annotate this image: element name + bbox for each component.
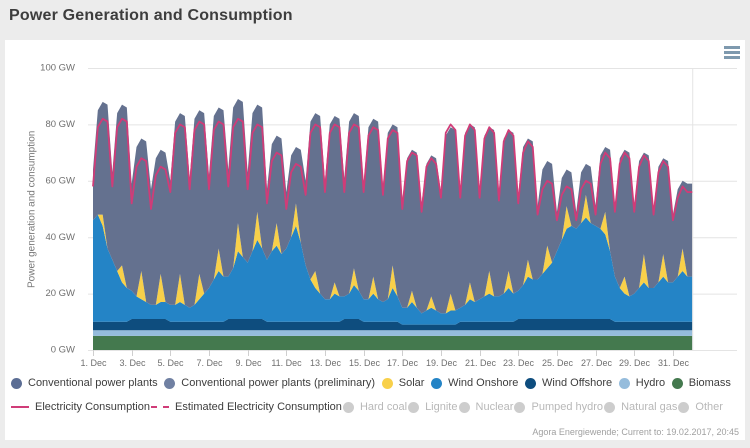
conventional-power-plants-preliminary-swatch xyxy=(164,377,176,389)
legend-row-1: Conventional power plants Conventional po… xyxy=(11,377,731,389)
wind-offshore-label: Wind Offshore xyxy=(542,377,613,389)
legend-item-wind-offshore[interactable]: Wind Offshore xyxy=(525,377,612,389)
legend-item-hydro[interactable]: Hydro xyxy=(618,377,666,389)
biomass-swatch xyxy=(671,377,683,389)
estimated-electricity-consumption-swatch xyxy=(150,406,169,408)
legend-row-2: Electricity Consumption Estimated Electri… xyxy=(11,401,723,413)
wind-onshore-label: Wind Onshore xyxy=(448,377,519,389)
power-generation-chart[interactable] xyxy=(5,40,745,375)
legend-item-electricity-consumption[interactable]: Electricity Consumption xyxy=(11,401,150,413)
nuclear-label: Nuclear xyxy=(475,401,514,413)
other-label: Other xyxy=(695,401,723,413)
chart-panel: Power generation and consumption Convent… xyxy=(5,40,745,440)
legend-item-conventional-power-plants[interactable]: Conventional power plants xyxy=(11,377,158,389)
hydro-swatch xyxy=(618,377,630,389)
source-attribution: Agora Energiewende; Current to: 19.02.20… xyxy=(532,427,739,437)
conventional-power-plants-label: Conventional power plants xyxy=(28,377,158,389)
solar-swatch xyxy=(381,377,393,389)
legend-item-wind-onshore[interactable]: Wind Onshore xyxy=(431,377,518,389)
natural-gas-label: Natural gas xyxy=(621,401,678,413)
legend-item-conventional-power-plants-preliminary[interactable]: Conventional power plants (preliminary) xyxy=(164,377,375,389)
legend-item-nuclear[interactable]: Nuclear xyxy=(458,401,514,413)
conventional-power-plants-swatch xyxy=(11,377,22,389)
other-swatch xyxy=(678,401,690,413)
legend-item-lignite[interactable]: Lignite xyxy=(408,401,457,413)
electricity-consumption-swatch xyxy=(11,406,29,408)
biomass-label: Biomass xyxy=(688,377,731,389)
chart-menu-icon[interactable] xyxy=(724,46,740,60)
natural-gas-swatch xyxy=(604,401,616,413)
electricity-consumption-label: Electricity Consumption xyxy=(35,401,150,413)
legend-item-biomass[interactable]: Biomass xyxy=(671,377,731,389)
hard-coal-label: Hard coal xyxy=(359,401,408,413)
lignite-swatch xyxy=(408,401,420,413)
menu-bar xyxy=(724,51,740,54)
nuclear-swatch xyxy=(458,401,470,413)
legend-item-estimated-electricity-consumption[interactable]: Estimated Electricity Consumption xyxy=(150,401,342,413)
page-title: Power Generation and Consumption xyxy=(9,7,293,24)
legend-item-other[interactable]: Other xyxy=(678,401,723,413)
hydro-label: Hydro xyxy=(635,377,666,389)
menu-bar xyxy=(724,46,740,49)
legend-item-hard-coal[interactable]: Hard coal xyxy=(342,401,408,413)
y-axis-label: Power generation and consumption xyxy=(26,130,38,288)
lignite-label: Lignite xyxy=(425,401,458,413)
hard-coal-swatch xyxy=(342,401,354,413)
pumped-hydro-swatch xyxy=(514,401,526,413)
pumped-hydro-label: Pumped hydro xyxy=(531,401,604,413)
conventional-power-plants-preliminary-label: Conventional power plants (preliminary) xyxy=(181,377,376,389)
estimated-electricity-consumption-label: Estimated Electricity Consumption xyxy=(174,401,342,413)
legend-item-natural-gas[interactable]: Natural gas xyxy=(604,401,677,413)
wind-offshore-swatch xyxy=(525,377,537,389)
wind-onshore-swatch xyxy=(431,377,443,389)
solar-label: Solar xyxy=(398,377,425,389)
legend-item-pumped-hydro[interactable]: Pumped hydro xyxy=(514,401,603,413)
legend-item-solar[interactable]: Solar xyxy=(381,377,425,389)
menu-bar xyxy=(724,56,740,59)
